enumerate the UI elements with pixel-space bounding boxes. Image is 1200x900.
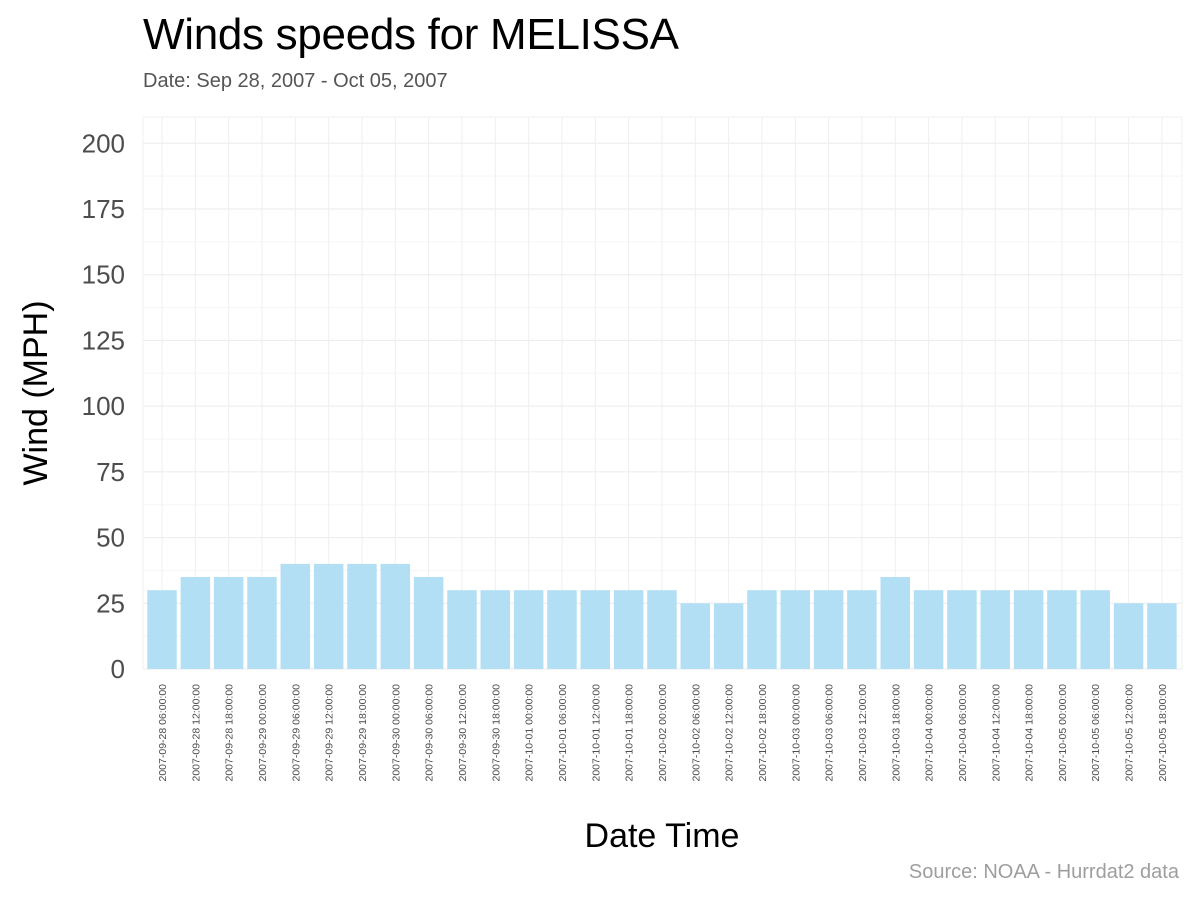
bar <box>980 590 1010 669</box>
bar <box>880 577 911 669</box>
x-tick-label: 2007-10-04 12:00:00 <box>990 684 1002 782</box>
y-axis-title: Wind (MPH) <box>17 300 55 485</box>
x-tick-label: 2007-10-02 12:00:00 <box>724 684 736 782</box>
y-tick-label: 200 <box>82 128 125 158</box>
bar <box>780 590 811 669</box>
bar <box>380 563 411 669</box>
x-tick-label: 2007-09-30 12:00:00 <box>457 684 469 782</box>
x-tick-label: 2007-09-30 00:00:00 <box>390 684 402 782</box>
x-axis-ticks: 2007-09-28 06:00:00 2007-09-28 12:00:00 20… <box>157 684 1169 782</box>
bar <box>513 590 544 669</box>
bar <box>913 590 944 669</box>
x-tick-label: 2007-10-05 06:00:00 <box>1090 684 1102 782</box>
x-tick-label: 2007-10-02 06:00:00 <box>690 684 702 782</box>
bar <box>580 590 611 669</box>
x-tick-label: 2007-10-03 00:00:00 <box>790 684 802 782</box>
chart-caption: Source: NOAA - Hurrdat2 data <box>908 861 1179 883</box>
x-tick-label: 2007-09-30 18:00:00 <box>490 684 502 782</box>
bar <box>413 577 444 669</box>
x-tick-label: 2007-10-01 18:00:00 <box>624 684 636 782</box>
bar <box>947 590 977 669</box>
bar <box>1080 590 1110 669</box>
x-axis-title: Date Time <box>585 817 740 855</box>
y-tick-label: 75 <box>96 457 125 487</box>
x-tick-label: 2007-09-30 06:00:00 <box>424 684 436 782</box>
y-tick-label: 150 <box>82 260 125 290</box>
x-tick-label: 2007-10-03 18:00:00 <box>890 684 902 782</box>
x-tick-label: 2007-10-04 00:00:00 <box>924 684 936 782</box>
x-tick-label: 2007-10-02 00:00:00 <box>657 684 669 782</box>
y-axis-ticks: 0 25 50 75 100 125 150 175 200 <box>82 128 125 684</box>
bar <box>280 563 311 669</box>
x-tick-label: 2007-09-29 06:00:00 <box>290 684 302 782</box>
x-tick-label: 2007-09-29 18:00:00 <box>357 684 369 782</box>
chart-title: Winds speeds for MELISSA <box>143 10 679 59</box>
x-tick-label: 2007-10-02 18:00:00 <box>757 684 769 782</box>
chart-subtitle: Date: Sep 28, 2007 - Oct 05, 2007 <box>143 70 448 92</box>
bar <box>1047 590 1077 669</box>
x-tick-label: 2007-09-29 12:00:00 <box>324 684 336 782</box>
y-tick-label: 0 <box>111 654 125 684</box>
bar <box>180 577 211 669</box>
y-tick-label: 50 <box>96 523 125 553</box>
x-tick-label: 2007-10-05 18:00:00 <box>1157 684 1169 782</box>
bar <box>347 563 377 669</box>
bar <box>1147 603 1177 669</box>
bar <box>1113 603 1144 669</box>
bar <box>213 577 244 669</box>
x-tick-label: 2007-10-04 06:00:00 <box>957 684 969 782</box>
x-tick-label: 2007-10-01 00:00:00 <box>524 684 536 782</box>
bar <box>713 603 744 669</box>
bar <box>147 590 177 669</box>
x-tick-label: 2007-09-28 18:00:00 <box>224 684 236 782</box>
bar <box>447 590 477 669</box>
bar <box>680 603 711 669</box>
bar <box>813 590 844 669</box>
y-tick-label: 25 <box>96 588 125 618</box>
bar <box>847 590 877 669</box>
bar <box>1013 590 1044 669</box>
x-tick-label: 2007-10-04 18:00:00 <box>1024 684 1036 782</box>
y-tick-label: 125 <box>82 325 125 355</box>
bar <box>547 590 577 669</box>
x-tick-label: 2007-10-03 12:00:00 <box>857 684 869 782</box>
bar <box>647 590 677 669</box>
bar <box>480 590 511 669</box>
y-tick-label: 175 <box>82 194 125 224</box>
x-tick-label: 2007-10-03 06:00:00 <box>824 684 836 782</box>
x-tick-label: 2007-10-05 12:00:00 <box>1124 684 1136 782</box>
x-tick-label: 2007-10-05 00:00:00 <box>1057 684 1069 782</box>
x-tick-label: 2007-09-28 12:00:00 <box>190 684 202 782</box>
x-tick-label: 2007-10-01 12:00:00 <box>590 684 602 782</box>
bar <box>613 590 644 669</box>
bar <box>313 563 344 669</box>
bar <box>747 590 777 669</box>
x-tick-label: 2007-10-01 06:00:00 <box>557 684 569 782</box>
x-tick-label: 2007-09-28 06:00:00 <box>157 684 169 782</box>
y-tick-label: 100 <box>82 391 125 421</box>
x-tick-label: 2007-09-29 00:00:00 <box>257 684 269 782</box>
bar <box>247 577 277 669</box>
bars <box>147 563 1177 669</box>
